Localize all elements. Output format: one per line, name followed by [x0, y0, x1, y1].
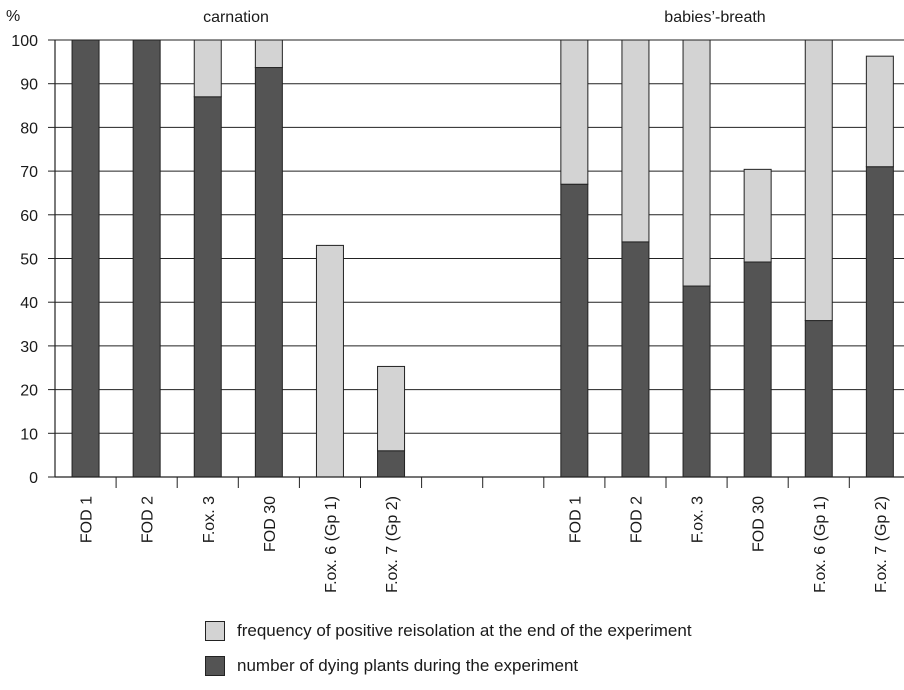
legend-swatch-dying-plants [205, 656, 225, 676]
x-tick-label: F.ox. 3 [201, 496, 218, 543]
y-tick-label: 50 [20, 252, 38, 269]
y-axis-label: % [6, 8, 20, 25]
x-tick-label: FOD 1 [567, 496, 584, 543]
bar-reisolation [377, 365, 406, 452]
bar-dying-plants [743, 261, 772, 478]
x-tick-label: F.ox. 6 (Gp 1) [812, 496, 829, 593]
bar-reisolation [560, 39, 589, 185]
legend-swatch-reisolation [205, 621, 225, 641]
bar-dying-plants [804, 320, 833, 478]
bar-dying-plants [132, 39, 161, 478]
y-tick-label: 0 [29, 470, 38, 487]
bar-reisolation [743, 168, 772, 263]
y-tick-label: 10 [20, 426, 38, 443]
y-tick-label: 80 [20, 120, 38, 137]
legend-label-dying-plants: number of dying plants during the experi… [237, 656, 579, 675]
bar-reisolation [193, 39, 222, 98]
bar-dying-plants [560, 183, 589, 478]
group-title-carnation: carnation [203, 9, 269, 26]
x-tick-label: FOD 1 [79, 496, 96, 543]
y-tick-label: 60 [20, 208, 38, 225]
bar-dying-plants [377, 450, 406, 478]
bar-dying-plants [682, 285, 711, 478]
y-tick-labels: 0 10 20 30 40 50 60 70 80 90 100 [11, 33, 38, 487]
bar-dying-plants [193, 96, 222, 478]
legend-item-reisolation: frequency of positive reisolation at the… [205, 620, 692, 642]
legend-item-dying-plants: number of dying plants during the experi… [205, 655, 692, 677]
x-tick-label: FOD 30 [751, 496, 768, 552]
y-tick-label: 40 [20, 295, 38, 312]
bar-reisolation [804, 39, 833, 322]
y-tick-label: 90 [20, 77, 38, 94]
x-tick-label: FOD 2 [628, 496, 645, 543]
legend-label-reisolation: frequency of positive reisolation at the… [237, 621, 692, 640]
x-tick-label: F.ox. 3 [690, 496, 707, 543]
y-tick-label: 20 [20, 383, 38, 400]
x-axis [48, 39, 904, 488]
bar-reisolation [621, 39, 650, 243]
bar-dying-plants [621, 241, 650, 478]
x-tick-label: F.ox. 6 (Gp 1) [323, 496, 340, 593]
stacked-bar-chart: % carnation babies’-breath 0 10 20 30 40 50 60… [6, 8, 904, 593]
y-tick-label: 100 [11, 33, 38, 50]
x-tick-label: FOD 2 [140, 496, 157, 543]
bar-reisolation [682, 39, 711, 287]
y-tick-label: 30 [20, 339, 38, 356]
bar-dying-plants [254, 67, 283, 478]
legend: frequency of positive reisolation at the… [205, 620, 692, 690]
x-tick-label: F.ox. 7 (Gp 2) [384, 496, 401, 593]
group-title-babies-breath: babies’-breath [664, 9, 765, 26]
bar-reisolation [254, 39, 283, 69]
x-tick-labels: FOD 1 FOD 2 F.ox. 3 FOD 30 F.ox. 6 (Gp 1) F.o… [79, 496, 890, 593]
x-tick-label: F.ox. 7 (Gp 2) [873, 496, 890, 593]
grid-lines [55, 39, 904, 434]
y-tick-label: 70 [20, 164, 38, 181]
bar-reisolation [315, 244, 344, 478]
x-tick-label: FOD 30 [262, 496, 279, 552]
bar-dying-plants [71, 39, 100, 478]
bar-reisolation [865, 55, 894, 168]
bar-dying-plants [865, 166, 894, 478]
